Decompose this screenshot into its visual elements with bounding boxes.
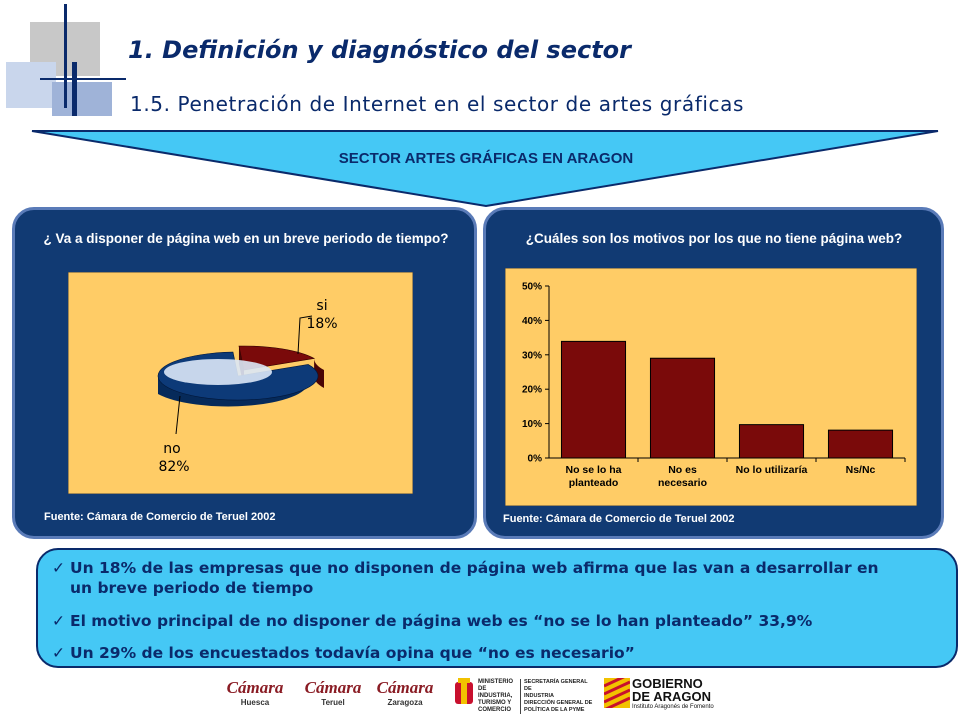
x-tick-label: No lo utilizaría — [736, 464, 808, 476]
left-panel-source: Fuente: Cámara de Comercio de Teruel 200… — [44, 511, 276, 523]
bar — [649, 357, 716, 459]
y-tick-label: 20% — [522, 385, 542, 396]
right-panel-source: Fuente: Cámara de Comercio de Teruel 200… — [503, 513, 735, 525]
banner-title: SECTOR ARTES GRÁFICAS EN ARAGON — [338, 150, 634, 167]
check-icon: ✓ — [52, 644, 65, 662]
x-tick-label: planteado — [569, 477, 619, 489]
y-tick-label: 50% — [522, 282, 542, 293]
camara-huesca-logo: Cámara Huesca — [226, 678, 284, 707]
y-tick-label: 30% — [522, 350, 542, 361]
bar — [827, 429, 894, 459]
y-tick-label: 10% — [522, 419, 542, 430]
decor-vertical-line — [64, 4, 67, 108]
bullet-1-line-1: Un 18% de las empresas que no disponen d… — [70, 559, 879, 577]
secretaria-logo: SECRETARÍA GENERAL DE INDUSTRIA DIRECCIÓ… — [520, 679, 594, 714]
pie-label-si: si — [316, 298, 327, 314]
bullet-3: ✓ Un 29% de los encuestados todavía opin… — [52, 643, 932, 663]
pie-label-no: no — [163, 441, 180, 457]
check-icon: ✓ — [52, 612, 65, 630]
bar — [560, 340, 627, 459]
decor-square-blue — [6, 62, 56, 108]
page-title: 1. Definición y diagnóstico del sector — [128, 36, 631, 64]
escudo-icon — [452, 678, 476, 708]
page-subtitle: 1.5. Penetración de Internet en el secto… — [130, 92, 744, 116]
camara-zaragoza-logo: Cámara Zaragoza — [376, 678, 434, 707]
x-tick-label: No se lo ha — [565, 464, 621, 476]
bar — [738, 424, 805, 459]
bullet-2-text: El motivo principal de no disponer de pá… — [70, 612, 813, 630]
pie-slice-no-highlight — [164, 359, 272, 385]
banner-funnel — [31, 130, 939, 208]
pie-leader-si — [297, 315, 313, 355]
decor-vertical-line-2 — [72, 62, 77, 116]
conclusions-box: ✓ Un 18% de las empresas que no disponen… — [36, 548, 958, 668]
y-tick-label: 40% — [522, 316, 542, 327]
x-tick-label: No es — [668, 464, 697, 476]
gobierno-aragon-logo: GOBIERNO DE ARAGON Instituto Aragonés de… — [632, 676, 714, 710]
ministerio-logo: MINISTERIO DE INDUSTRIA, TURISMO Y COMER… — [478, 679, 514, 713]
bullet-1: ✓ Un 18% de las empresas que no disponen… — [52, 558, 932, 598]
x-tick-label: Ns/Nc — [846, 464, 876, 476]
aragon-flag-icon — [603, 672, 631, 712]
decor-horizontal-line — [40, 78, 126, 80]
bullet-1-line-2: un breve periodo de tiempo — [70, 579, 314, 597]
pie-leader-no — [175, 395, 181, 435]
y-tick-label: 0% — [528, 454, 543, 465]
left-panel-question: ¿ Va a disponer de página web en un brev… — [43, 231, 449, 246]
decor-square-blue-dark — [52, 82, 112, 116]
pie-chart: si 18% no 82% — [68, 272, 413, 494]
x-tick-label: necesario — [658, 477, 707, 489]
bullet-3-text: Un 29% de los encuestados todavía opina … — [70, 644, 635, 662]
camara-teruel-logo: Cámara Teruel — [304, 678, 362, 707]
right-panel-question: ¿Cuáles son los motivos por los que no t… — [525, 231, 903, 246]
pie-value-si: 18% — [306, 316, 337, 332]
check-icon: ✓ — [52, 559, 65, 577]
bullet-2: ✓ El motivo principal de no disponer de … — [52, 611, 932, 631]
pie-value-no: 82% — [158, 459, 189, 475]
